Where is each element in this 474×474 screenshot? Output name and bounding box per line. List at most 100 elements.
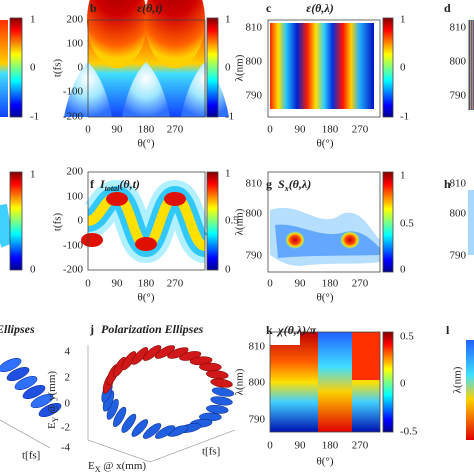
- colorbar-tick-label: -1: [400, 111, 409, 123]
- colorbar-tick-label: 0.5: [400, 331, 414, 343]
- x-tick-label: 270: [167, 124, 184, 136]
- panel-title: Sx(θ,λ): [278, 177, 311, 194]
- y-axis-label: t(fs): [52, 213, 64, 232]
- axis-line: [149, 429, 236, 463]
- colorbar-tick-label: 1: [400, 14, 406, 26]
- panel-label: b: [90, 1, 97, 15]
- panel-label: g: [266, 177, 272, 191]
- colorbar-frame: [382, 331, 394, 433]
- y-tick-label: 4: [65, 346, 71, 358]
- heatmap: [468, 190, 474, 255]
- panel-label: d: [444, 1, 451, 15]
- heatmap: [468, 20, 474, 110]
- colorbar-frame: [382, 171, 394, 273]
- y-axis-label-main: E: [46, 422, 58, 429]
- ellipse-glyph: [211, 387, 235, 397]
- ellipse-glyph: [121, 413, 137, 433]
- panel-title-sub: x: [284, 184, 289, 193]
- colorbar-frame: [9, 17, 23, 118]
- y-axis-label: λ(nm): [452, 366, 464, 393]
- panel-title: χ(θ,λ)/π: [276, 323, 316, 337]
- x-tick-label: 90: [295, 278, 307, 290]
- panel-title-main: I: [99, 177, 106, 191]
- x-tick-label: 180: [322, 278, 339, 290]
- panel-title-sub: total: [105, 184, 120, 193]
- panel-title: Ellipses: [0, 322, 35, 336]
- colorbar-tick-label: 1: [225, 14, 231, 26]
- ellipse-glyph: [206, 404, 229, 414]
- ellipse-glyph: [155, 425, 175, 439]
- x-axis-label-rest: @ x(mm): [101, 460, 147, 472]
- ellipse-glyph: [22, 384, 46, 400]
- ellipse-glyph: [131, 419, 149, 437]
- heatmap: [466, 340, 474, 440]
- heatmap: [0, 20, 8, 117]
- x-tick-label: 270: [167, 278, 184, 290]
- x-axis-label-sub: X: [95, 465, 101, 474]
- y-tick-label: 790: [450, 250, 467, 262]
- ellipse-glyph: [155, 345, 175, 359]
- y-tick-label: 810: [246, 178, 263, 190]
- colorbar: [10, 172, 22, 270]
- colorbar-tick-label: 0: [225, 264, 231, 276]
- y-tick-label: 790: [246, 250, 263, 262]
- heatmap-peak: [106, 192, 128, 206]
- y-tick-label: 800: [246, 56, 263, 68]
- colorbar-tick-label: 1: [225, 168, 231, 180]
- heatmap-peak: [340, 231, 360, 249]
- ellipse-glyph: [38, 402, 62, 418]
- x-tick-label: 0: [267, 440, 273, 452]
- x-tick-label: 90: [112, 278, 124, 290]
- ellipse-glyph: [113, 406, 127, 428]
- y-tick-label: 790: [450, 90, 467, 102]
- x-tick-label: 0: [267, 124, 273, 136]
- heatmap-wave: [0, 203, 15, 248]
- y-axis-label-rest: @ y(mm): [46, 371, 58, 417]
- colorbar: [10, 18, 22, 117]
- y-tick-label: 790: [249, 414, 266, 426]
- panel-title: Itotal(θ,t): [99, 177, 140, 194]
- y-tick-label: 200: [67, 14, 84, 26]
- y-axis-label: t(fs): [52, 59, 64, 78]
- colorbar-tick-label: 0: [225, 62, 231, 74]
- colorbar-tick-label: 1: [400, 170, 406, 182]
- panel-title-main: S: [278, 177, 285, 191]
- y-tick-label: 0: [65, 398, 71, 410]
- heatmap-peak: [285, 231, 305, 249]
- panel-label: f: [90, 177, 95, 191]
- colorbar-frame: [206, 17, 219, 118]
- colorbar: [383, 172, 393, 272]
- ellipse-glyph: [199, 362, 222, 372]
- x-tick-label: 90: [295, 124, 307, 136]
- y-tick-label: 800: [249, 377, 266, 389]
- ellipse-glyph: [142, 345, 162, 361]
- x-tick-label: 0: [85, 124, 91, 136]
- y-tick-label: 0: [78, 215, 84, 227]
- colorbar: [207, 172, 218, 270]
- y-tick-label: 810: [246, 22, 263, 34]
- y-tick-label: 2: [65, 372, 71, 384]
- panel-label: l: [446, 323, 450, 337]
- heatmap: [270, 23, 374, 109]
- colorbar-tick-label: -1: [225, 111, 234, 123]
- ellipse-glyph: [210, 378, 233, 388]
- y-tick-label: 800: [450, 56, 467, 68]
- y-tick-label: 810: [249, 341, 266, 353]
- axis-line: [0, 419, 51, 449]
- axis-line: [87, 439, 151, 463]
- plot-frame: [267, 19, 381, 118]
- colorbar-tick-label: 0: [400, 62, 406, 74]
- x-axis-label: EX @ x(mm): [88, 460, 146, 474]
- ellipse-glyph: [167, 347, 189, 359]
- x-tick-label: 0: [85, 278, 91, 290]
- colorbar-frame: [9, 171, 23, 271]
- colorbar-tick-label: 0: [30, 62, 36, 74]
- x-tick-label: 180: [138, 278, 155, 290]
- heatmap-cap: [87, 0, 147, 68]
- ellipse-glyph: [206, 370, 229, 380]
- panel-title-rest: (θ,λ): [289, 177, 312, 191]
- colorbar: [207, 18, 218, 117]
- colorbar: [383, 332, 393, 432]
- z-axis-label: t[fs]: [22, 450, 40, 462]
